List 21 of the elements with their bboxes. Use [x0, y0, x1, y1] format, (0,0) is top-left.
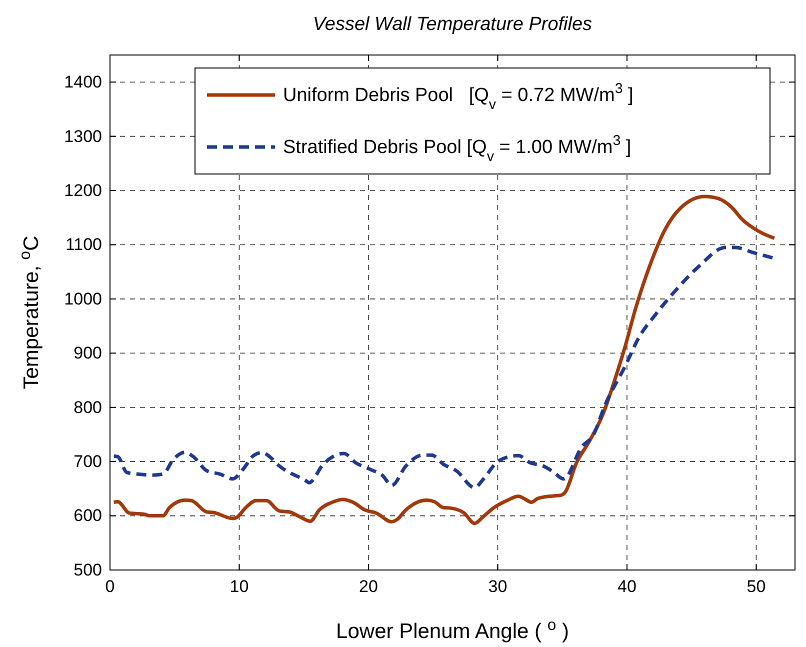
y-tick-label: 600	[74, 506, 102, 526]
y-tick-label: 800	[74, 398, 102, 417]
legend-label: Stratified Debris Pool [Q$_{v}$ = 1.00 MW/m$^{3}$ ]	[283, 133, 632, 165]
y-tick-label: 900	[74, 344, 102, 363]
y-tick-label: 1100	[65, 235, 102, 254]
chart-title: Vessel Wall Temperature Profiles	[312, 14, 593, 35]
x-tick-label: 0	[105, 577, 115, 596]
y-tick-label: 500	[74, 560, 102, 580]
x-tick-label: 30	[488, 577, 508, 596]
legend-label: Uniform Debris Pool [Q$_{v}$ = 0.72 MW/m$^{3}$ ]	[283, 81, 634, 113]
x-tick-label: 20	[359, 577, 378, 596]
x-axis-title: Lower Plenum Angle ( $^{o}$ )	[336, 616, 569, 643]
y-tick-label: 700	[74, 452, 102, 472]
y-tick-label: 1400	[64, 72, 102, 92]
x-tick-label: 50	[746, 577, 766, 596]
y-tick-label: 1300	[64, 126, 102, 146]
y-tick-label: 1200	[64, 180, 102, 200]
x-tick-label: 40	[618, 577, 636, 596]
y-tick-label: 1000	[64, 289, 102, 308]
line-series	[112, 194, 776, 526]
x-tick-label: 10	[230, 577, 249, 596]
